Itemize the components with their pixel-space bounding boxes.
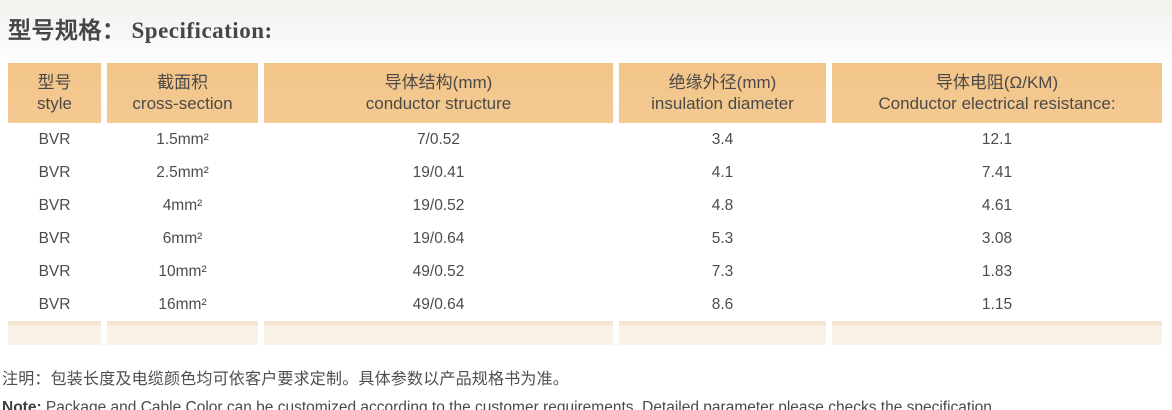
cell-cross-section: 16mm² bbox=[158, 295, 207, 313]
cell-conductor-resistance: 1.83 bbox=[981, 262, 1013, 280]
cell-style: BVR bbox=[38, 196, 71, 214]
col-header-cross-section: 截面积 cross-section bbox=[107, 63, 258, 123]
col-header-style-zh: 型号 bbox=[37, 73, 72, 92]
cell-cross-section: 10mm² bbox=[158, 262, 207, 280]
cell-insulation-diameter: 5.3 bbox=[711, 229, 734, 247]
table-footer-bar-segment bbox=[619, 321, 826, 345]
col-header-conductor-structure-en: conductor structure bbox=[365, 94, 512, 113]
col-header-conductor-resistance-en: Conductor electrical resistance: bbox=[878, 94, 1116, 113]
cell-insulation-diameter: 4.1 bbox=[711, 163, 734, 181]
col-header-conductor-resistance: 导体电阻(Ω/KM) Conductor electrical resistan… bbox=[832, 63, 1162, 123]
cell-insulation-diameter: 7.3 bbox=[711, 262, 734, 280]
cell-conductor-structure: 19/0.52 bbox=[412, 196, 465, 214]
table-footer-bar-segment bbox=[264, 321, 613, 345]
col-header-insulation-diameter: 绝缘外径(mm) insulation diameter bbox=[619, 63, 826, 123]
cell-style: BVR bbox=[38, 229, 71, 247]
cell-insulation-diameter: 4.8 bbox=[711, 196, 734, 214]
note-zh: 注明：包装长度及电缆颜色均可依客户要求定制。具体参数以产品规格书为准。 bbox=[2, 371, 570, 388]
col-header-insulation-diameter-en: insulation diameter bbox=[651, 94, 794, 113]
col-header-conductor-structure: 导体结构(mm) conductor structure bbox=[264, 63, 613, 123]
notes-section: 注明：包装长度及电缆颜色均可依客户要求定制。具体参数以产品规格书为准。 Note… bbox=[2, 365, 1172, 410]
col-header-conductor-resistance-zh: 导体电阻(Ω/KM) bbox=[935, 73, 1059, 92]
col-header-conductor-structure-zh: 导体结构(mm) bbox=[384, 73, 493, 92]
page-title-en: Specification: bbox=[131, 18, 273, 43]
note-en-label: Note: bbox=[2, 399, 42, 410]
cell-conductor-resistance: 3.08 bbox=[981, 229, 1013, 247]
table-footer-bar-segment bbox=[832, 321, 1162, 345]
note-en-text: Package and Cable Color can be customize… bbox=[41, 399, 997, 410]
cell-conductor-structure: 7/0.52 bbox=[416, 130, 461, 148]
cell-cross-section: 1.5mm² bbox=[156, 130, 209, 148]
cell-style: BVR bbox=[38, 295, 71, 313]
cell-style: BVR bbox=[38, 163, 71, 181]
cell-cross-section: 6mm² bbox=[162, 229, 203, 247]
cell-style: BVR bbox=[38, 262, 71, 280]
page-title: 型号规格： Specification: bbox=[8, 11, 1172, 45]
cell-cross-section: 2.5mm² bbox=[156, 163, 209, 181]
note-en: Note: Package and Cable Color can be cus… bbox=[2, 399, 1172, 410]
cell-conductor-structure: 49/0.64 bbox=[412, 295, 465, 313]
cell-conductor-resistance: 12.1 bbox=[981, 130, 1013, 148]
col-header-insulation-diameter-zh: 绝缘外径(mm) bbox=[668, 73, 777, 92]
col-header-cross-section-en: cross-section bbox=[132, 94, 233, 113]
cell-conductor-resistance: 4.61 bbox=[981, 196, 1013, 214]
col-header-cross-section-zh: 截面积 bbox=[157, 73, 208, 92]
col-header-style-en: style bbox=[37, 94, 72, 113]
cell-conductor-structure: 19/0.41 bbox=[412, 163, 465, 181]
cell-conductor-structure: 19/0.64 bbox=[412, 229, 465, 247]
page-title-zh: 型号规格： bbox=[8, 18, 126, 43]
table-footer-bar-segment bbox=[8, 321, 101, 345]
cell-style: BVR bbox=[38, 130, 71, 148]
table-footer-bar-segment bbox=[107, 321, 258, 345]
cell-conductor-structure: 49/0.52 bbox=[412, 262, 465, 280]
cell-conductor-resistance: 7.41 bbox=[981, 163, 1013, 181]
cell-conductor-resistance: 1.15 bbox=[981, 295, 1013, 313]
specification-table: 型号 style 截面积 cross-section 导体结构(mm) cond… bbox=[8, 63, 1162, 345]
cell-insulation-diameter: 3.4 bbox=[711, 130, 734, 148]
cell-cross-section: 4mm² bbox=[162, 196, 203, 214]
col-header-style: 型号 style bbox=[8, 63, 101, 123]
cell-insulation-diameter: 8.6 bbox=[711, 295, 734, 313]
